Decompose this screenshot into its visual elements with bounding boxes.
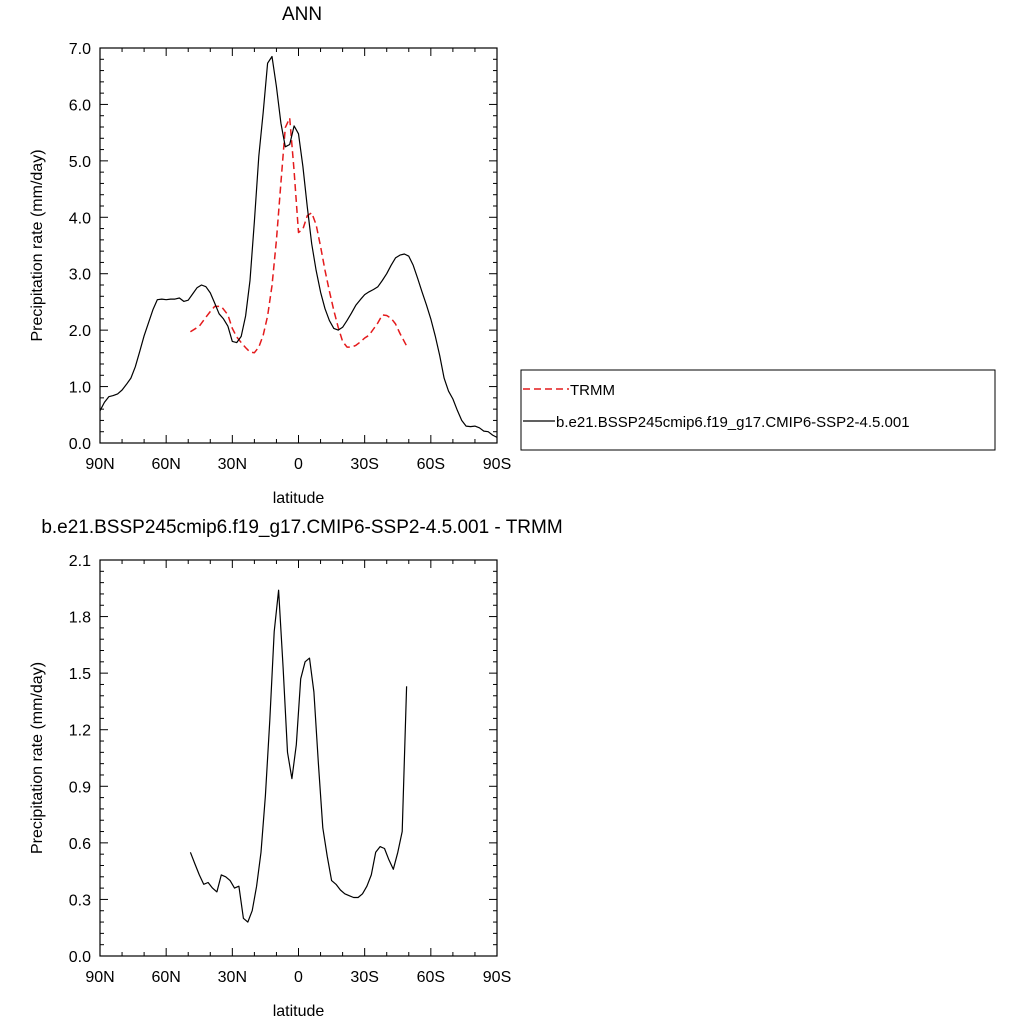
series-line-1 [99, 55, 498, 438]
y-tick-label: 2.1 [69, 553, 91, 570]
y-tick-label: 1.0 [69, 380, 91, 397]
x-tick-label: 0 [294, 456, 303, 473]
y-tick-label: 0.0 [69, 436, 91, 453]
x-tick-label: 60S [417, 456, 445, 473]
chart-difference: b.e21.BSSP245cmip6.f19_g17.CMIP6-SSP2-4.… [29, 517, 563, 1020]
y-tick-label: 6.0 [69, 97, 91, 114]
x-tick-label: 30N [218, 456, 247, 473]
x-axis-label: latitude [273, 490, 325, 507]
legend-label-model: b.e21.BSSP245cmip6.f19_g17.CMIP6-SSP2-4.… [556, 414, 910, 431]
y-tick-label: 0.0 [69, 949, 91, 966]
y-tick-label: 1.5 [69, 666, 91, 683]
x-tick-label: 60S [417, 969, 445, 986]
chart-title: ANN [282, 4, 322, 25]
y-axis-label: Precipitation rate (mm/day) [29, 149, 46, 341]
plot-frame [99, 47, 498, 444]
x-tick-label: 0 [294, 969, 303, 986]
x-tick-label: 90S [483, 969, 511, 986]
y-tick-label: 1.2 [69, 723, 91, 740]
x-tick-label: 60N [151, 456, 180, 473]
legend-box [520, 369, 996, 451]
y-tick-label: 0.6 [69, 836, 91, 853]
chart-title: b.e21.BSSP245cmip6.f19_g17.CMIP6-SSP2-4.… [41, 517, 562, 538]
series-line-0 [189, 589, 408, 923]
plot-area: 90N 60N 30N 0 30S 60S 90S 0.0 0.3 0.6 0.9 1.2 1.5 1.8… [29, 553, 511, 1020]
x-axis-label: latitude [273, 1003, 325, 1020]
plot-area: 90N 60N 30N 0 30S 60S 90S 0.0 1.0 2.0 3.0 4.0 5.0 6.0… [29, 41, 511, 507]
y-tick-label: 4.0 [69, 210, 91, 227]
x-tick-label: 90S [483, 456, 511, 473]
x-tick-label: 30N [218, 969, 247, 986]
x-tick-label: 60N [151, 969, 180, 986]
y-tick-label: 0.9 [69, 779, 91, 796]
x-tick-label: 30S [350, 456, 378, 473]
x-tick-label: 30S [350, 969, 378, 986]
x-tick-label: 90N [85, 969, 114, 986]
legend: TRMM b.e21.BSSP245cmip6.f19_g17.CMIP6-SS… [520, 369, 996, 451]
y-tick-label: 0.3 [69, 892, 91, 909]
y-axis-label: Precipitation rate (mm/day) [29, 662, 46, 854]
y-tick-label: 7.0 [69, 41, 91, 58]
legend-label-trmm: TRMM [570, 382, 615, 399]
y-tick-label: 3.0 [69, 267, 91, 284]
plot-frame [99, 559, 498, 957]
y-tick-label: 2.0 [69, 323, 91, 340]
y-tick-label: 1.8 [69, 610, 91, 627]
y-tick-label: 5.0 [69, 154, 91, 171]
chart-ann: ANN 90N 60N 30N 0 30S 60S 90S 0.0 1.0 2.0 3.0 4.0 5.… [29, 4, 511, 507]
x-tick-label: 90N [85, 456, 114, 473]
